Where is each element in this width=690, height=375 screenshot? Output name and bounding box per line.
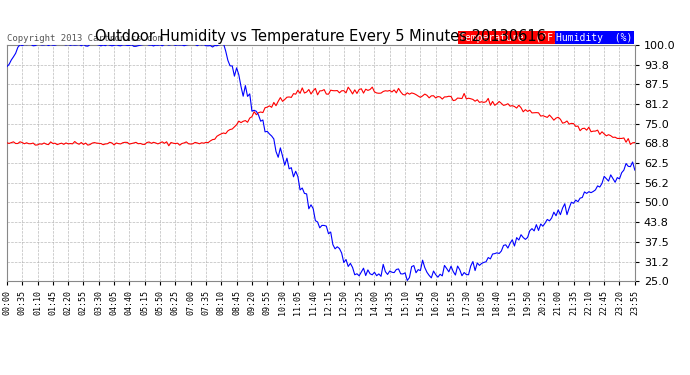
Title: Outdoor Humidity vs Temperature Every 5 Minutes 20130616: Outdoor Humidity vs Temperature Every 5 …: [95, 29, 546, 44]
Text: Copyright 2013 Cartronics.com: Copyright 2013 Cartronics.com: [7, 34, 163, 43]
Text: Temperature  (°F): Temperature (°F): [459, 33, 559, 43]
Text: Humidity  (%): Humidity (%): [556, 33, 633, 43]
